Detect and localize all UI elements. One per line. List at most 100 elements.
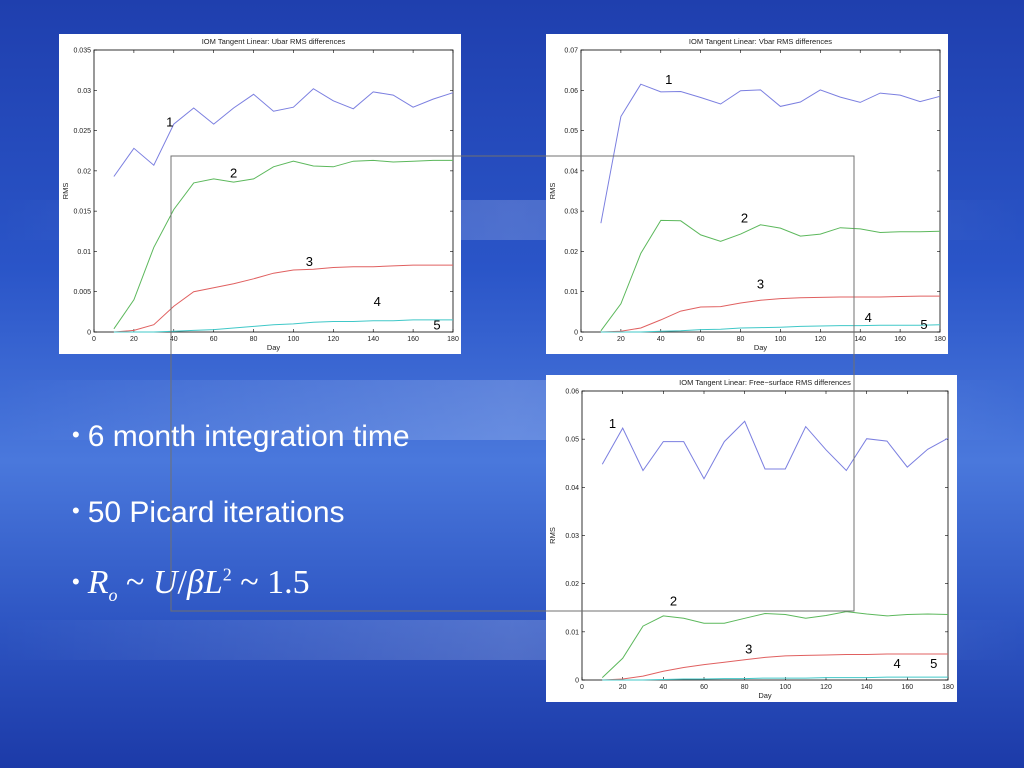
y-tick-label: 0.02 [565, 581, 579, 588]
y-tick-label: 0.015 [73, 209, 91, 216]
free-surface-rms-chart: IOM Tangent Linear: Free−surface RMS dif… [548, 378, 954, 700]
series-line-2 [601, 611, 949, 678]
chart-panel-free-surface: IOM Tangent Linear: Free−surface RMS dif… [546, 375, 957, 702]
x-tick-label: 0 [580, 684, 584, 691]
x-tick-label: 120 [327, 336, 339, 343]
x-tick-label: 180 [942, 684, 954, 691]
series-line-3 [602, 653, 948, 681]
x-tick-label: 20 [617, 336, 625, 343]
x-tick-label: 20 [130, 336, 138, 343]
x-tick-label: 160 [407, 336, 419, 343]
y-tick-label: 0.05 [564, 128, 578, 135]
y-tick-label: 0 [574, 330, 578, 337]
x-tick-label: 160 [901, 684, 913, 691]
chart-panel-vbar: IOM Tangent Linear: Vbar RMS differences… [546, 34, 948, 354]
x-tick-label: 180 [447, 336, 459, 343]
y-axis-label: RMS [61, 183, 70, 200]
rossby-number-formula: Ro ~ U/βL2 ~ 1.5 [87, 564, 310, 605]
y-tick-label: 0.01 [565, 629, 579, 636]
curve-label-2: 2 [230, 165, 237, 180]
series-line-1 [113, 88, 454, 177]
x-tick-label: 140 [861, 684, 873, 691]
y-tick-label: 0 [575, 678, 579, 685]
x-axis-label: Day [758, 691, 772, 700]
y-tick-label: 0.05 [565, 437, 579, 444]
y-tick-label: 0.01 [564, 289, 578, 296]
bullet-item-formula: • Ro ~ U/βL2 ~ 1.5 [72, 564, 310, 606]
curve-label-1: 1 [609, 416, 616, 431]
x-axis-label: Day [267, 343, 281, 352]
x-tick-label: 80 [741, 684, 749, 691]
x-tick-label: 140 [367, 336, 379, 343]
x-tick-label: 180 [934, 336, 946, 343]
curve-label-1: 1 [665, 72, 672, 87]
x-tick-label: 80 [250, 336, 258, 343]
x-tick-label: 100 [775, 336, 787, 343]
x-tick-label: 20 [619, 684, 627, 691]
chart-panel-ubar: IOM Tangent Linear: Ubar RMS differences… [59, 34, 461, 354]
curve-label-4: 4 [894, 656, 901, 671]
y-tick-label: 0 [87, 330, 91, 337]
x-tick-label: 0 [92, 336, 96, 343]
curve-label-4: 4 [374, 294, 381, 309]
curve-label-2: 2 [670, 593, 677, 608]
x-tick-label: 60 [210, 336, 218, 343]
series-line-2 [113, 159, 453, 330]
x-tick-label: 100 [288, 336, 300, 343]
chart-title: IOM Tangent Linear: Ubar RMS differences [202, 37, 346, 46]
series-line-2 [600, 219, 941, 332]
vbar-rms-chart: IOM Tangent Linear: Vbar RMS differences… [548, 37, 946, 352]
x-tick-label: 100 [779, 684, 791, 691]
x-tick-label: 40 [170, 336, 178, 343]
x-tick-label: 60 [700, 684, 708, 691]
chart-title: IOM Tangent Linear: Vbar RMS differences [689, 37, 832, 46]
y-tick-label: 0.04 [565, 485, 579, 492]
x-tick-label: 160 [894, 336, 906, 343]
curve-label-4: 4 [865, 310, 872, 325]
y-tick-label: 0.01 [77, 249, 91, 256]
bullet-text: 50 Picard iterations [87, 496, 345, 529]
curve-label-5: 5 [433, 318, 440, 333]
series-line-4 [600, 324, 941, 333]
y-tick-label: 0.03 [77, 88, 91, 95]
curve-label-5: 5 [930, 656, 937, 671]
y-tick-label: 0.025 [73, 128, 91, 135]
bullet-dot-icon: • [72, 498, 80, 523]
series-line-3 [600, 295, 940, 333]
bullet-dot-icon: • [72, 569, 80, 594]
series-line-1 [600, 83, 941, 224]
y-tick-label: 0.07 [564, 48, 578, 55]
y-tick-label: 0.02 [564, 249, 578, 256]
y-tick-label: 0.03 [565, 533, 579, 540]
y-tick-label: 0.035 [73, 48, 91, 55]
curve-label-3: 3 [745, 642, 752, 657]
y-tick-label: 0.04 [564, 168, 578, 175]
curve-label-5: 5 [920, 317, 927, 332]
curve-label-3: 3 [757, 276, 764, 291]
curve-label-1: 1 [166, 115, 173, 130]
x-tick-label: 120 [814, 336, 826, 343]
ubar-rms-chart: IOM Tangent Linear: Ubar RMS differences… [61, 37, 459, 352]
series-line-4 [113, 319, 453, 333]
bullet-text: 6 month integration time [87, 420, 410, 453]
series-line-4 [602, 676, 948, 681]
plot-frame [93, 49, 454, 333]
y-tick-label: 0.06 [565, 389, 579, 396]
series-line-3 [113, 264, 453, 333]
x-tick-label: 0 [579, 336, 583, 343]
x-tick-label: 120 [820, 684, 832, 691]
bullet-item: • 50 Picard iterations [72, 496, 345, 530]
y-axis-label: RMS [548, 183, 557, 200]
chart-title: IOM Tangent Linear: Free−surface RMS dif… [679, 378, 851, 387]
y-tick-label: 0.02 [77, 168, 91, 175]
y-tick-label: 0.005 [73, 289, 91, 296]
bullet-dot-icon: • [72, 422, 80, 447]
curve-label-2: 2 [741, 210, 748, 225]
series-line-1 [601, 420, 949, 480]
x-tick-label: 40 [659, 684, 667, 691]
x-tick-label: 140 [854, 336, 866, 343]
bullet-item: • 6 month integration time [72, 420, 410, 454]
y-tick-label: 0.03 [564, 209, 578, 216]
y-axis-label: RMS [548, 527, 557, 544]
x-tick-label: 60 [697, 336, 705, 343]
